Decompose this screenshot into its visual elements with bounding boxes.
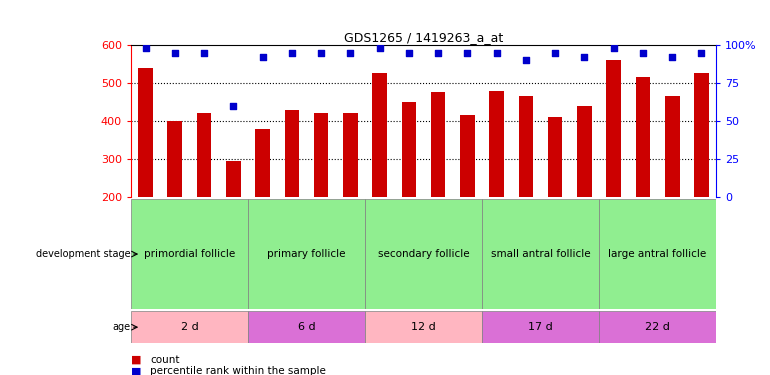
Text: 6 d: 6 d bbox=[298, 322, 315, 332]
Bar bbox=[482, 199, 599, 309]
Bar bbox=[431, 93, 445, 197]
Point bbox=[695, 50, 708, 55]
Bar bbox=[365, 311, 482, 343]
Point bbox=[666, 54, 678, 60]
Text: ■: ■ bbox=[131, 355, 142, 365]
Bar bbox=[599, 199, 716, 309]
Text: primary follicle: primary follicle bbox=[267, 249, 346, 259]
Bar bbox=[482, 311, 599, 343]
Point bbox=[227, 103, 239, 109]
Point bbox=[549, 50, 561, 55]
Point bbox=[373, 45, 386, 51]
Point bbox=[520, 57, 532, 63]
Bar bbox=[197, 113, 211, 197]
Bar bbox=[139, 68, 152, 197]
Text: large antral follicle: large antral follicle bbox=[608, 249, 707, 259]
Bar bbox=[636, 77, 651, 197]
Bar bbox=[599, 311, 716, 343]
Point bbox=[169, 50, 181, 55]
Title: GDS1265 / 1419263_a_at: GDS1265 / 1419263_a_at bbox=[344, 31, 503, 44]
Point bbox=[344, 50, 357, 55]
Bar bbox=[248, 311, 365, 343]
Bar bbox=[131, 199, 248, 309]
Bar bbox=[131, 311, 248, 343]
Bar bbox=[343, 113, 357, 197]
Bar bbox=[314, 113, 329, 197]
Point bbox=[256, 54, 269, 60]
Text: small antral follicle: small antral follicle bbox=[490, 249, 591, 259]
Bar bbox=[695, 74, 709, 197]
Text: primordial follicle: primordial follicle bbox=[144, 249, 235, 259]
Text: percentile rank within the sample: percentile rank within the sample bbox=[150, 366, 326, 375]
Bar bbox=[168, 121, 182, 197]
Bar bbox=[490, 91, 504, 197]
Point bbox=[461, 50, 474, 55]
Text: age: age bbox=[112, 322, 131, 332]
Bar bbox=[607, 60, 621, 197]
Text: 17 d: 17 d bbox=[528, 322, 553, 332]
Point bbox=[608, 45, 620, 51]
Text: ■: ■ bbox=[131, 366, 142, 375]
Bar bbox=[519, 96, 533, 197]
Text: secondary follicle: secondary follicle bbox=[378, 249, 469, 259]
Text: count: count bbox=[150, 355, 179, 365]
Bar bbox=[578, 106, 592, 197]
Bar bbox=[373, 74, 387, 197]
Point bbox=[403, 50, 415, 55]
Point bbox=[198, 50, 210, 55]
Bar bbox=[365, 199, 482, 309]
Text: 2 d: 2 d bbox=[180, 322, 199, 332]
Point bbox=[432, 50, 444, 55]
Text: 22 d: 22 d bbox=[645, 322, 670, 332]
Point bbox=[637, 50, 649, 55]
Point bbox=[315, 50, 327, 55]
Bar bbox=[285, 110, 299, 197]
Point bbox=[578, 54, 591, 60]
Bar bbox=[402, 102, 417, 197]
Bar bbox=[460, 115, 474, 197]
Point bbox=[286, 50, 298, 55]
Text: development stage: development stage bbox=[36, 249, 131, 259]
Bar bbox=[256, 129, 270, 197]
Bar bbox=[548, 117, 562, 197]
Bar bbox=[226, 161, 240, 197]
Text: 12 d: 12 d bbox=[411, 322, 436, 332]
Point bbox=[139, 45, 152, 51]
Bar bbox=[248, 199, 365, 309]
Point bbox=[490, 50, 503, 55]
Bar bbox=[665, 96, 680, 197]
